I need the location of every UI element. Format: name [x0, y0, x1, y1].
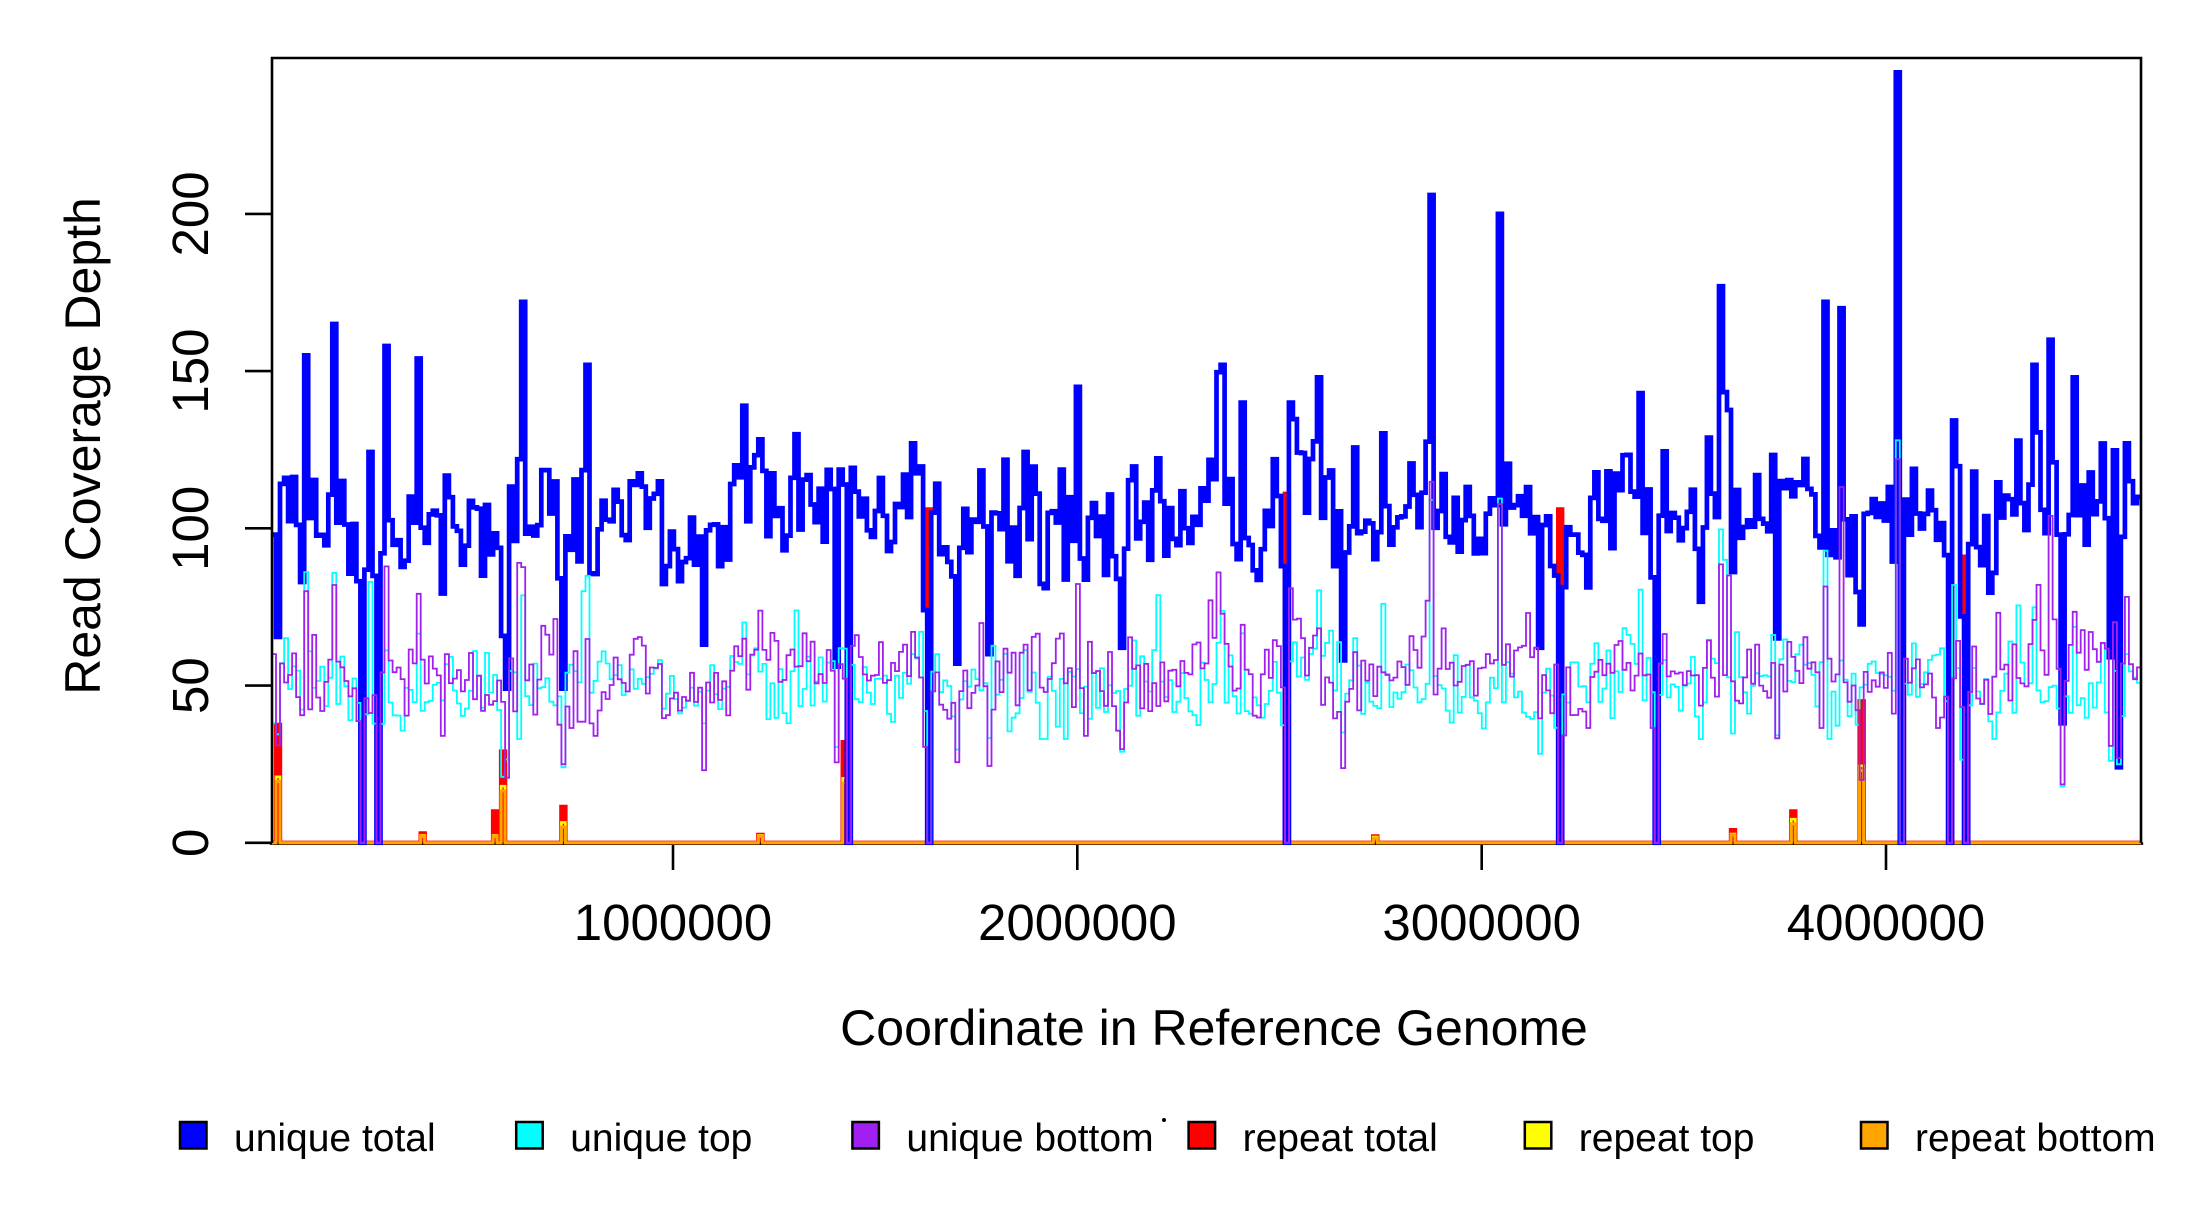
- svg-text:200: 200: [162, 171, 219, 256]
- svg-text:50: 50: [162, 657, 219, 714]
- svg-text:2000000: 2000000: [978, 894, 1177, 951]
- svg-text:repeat total: repeat total: [1243, 1117, 1438, 1160]
- svg-text:Coordinate in Reference Genome: Coordinate in Reference Genome: [840, 1000, 1588, 1056]
- svg-text:unique total: unique total: [234, 1117, 436, 1160]
- svg-text:150: 150: [162, 329, 219, 414]
- svg-text:unique top: unique top: [570, 1117, 752, 1160]
- svg-text:Read Coverage Depth: Read Coverage Depth: [55, 197, 111, 695]
- svg-text:repeat bottom: repeat bottom: [1915, 1117, 2156, 1160]
- svg-text:1000000: 1000000: [574, 894, 773, 951]
- svg-text:repeat top: repeat top: [1579, 1117, 1755, 1160]
- svg-text:0: 0: [162, 829, 219, 857]
- svg-text:4000000: 4000000: [1787, 894, 1986, 951]
- svg-text:unique bottom: unique bottom: [906, 1117, 1153, 1160]
- svg-text:100: 100: [162, 486, 219, 571]
- svg-text:3000000: 3000000: [1382, 894, 1581, 951]
